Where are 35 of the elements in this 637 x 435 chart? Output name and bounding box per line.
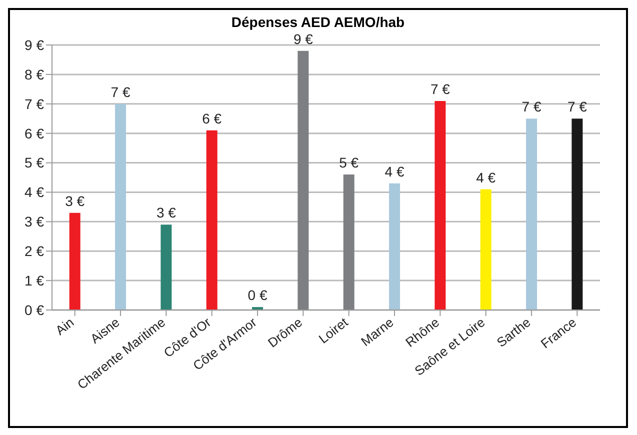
bar <box>160 224 172 310</box>
data-label: 7 € <box>522 98 542 115</box>
data-label: 7 € <box>110 84 130 100</box>
bar <box>343 174 354 310</box>
bar <box>434 100 446 310</box>
data-label: 3 € <box>65 192 85 209</box>
data-label: 0 € <box>248 287 268 304</box>
data-label: 3 € <box>156 204 176 221</box>
bar <box>206 130 218 310</box>
bar <box>389 183 400 310</box>
data-label: 6 € <box>202 110 222 126</box>
bar <box>298 50 309 310</box>
bar <box>572 118 583 310</box>
data-label: 5 € <box>339 154 359 171</box>
data-label: 4 € <box>384 163 404 180</box>
data-label: 9 € <box>293 30 314 47</box>
bar <box>69 212 80 310</box>
data-label: 7 € <box>430 80 450 97</box>
y-tick-label: 7 € <box>24 96 44 112</box>
y-tick-label: 1 € <box>24 272 44 289</box>
x-tick-label: Ain <box>52 314 77 338</box>
bar <box>480 189 492 310</box>
chart-title: Dépenses AED AEMO/hab <box>230 14 406 30</box>
y-tick-label: 5 € <box>24 154 44 171</box>
y-tick-label: 4 € <box>24 184 44 200</box>
data-label: 4 € <box>476 169 496 186</box>
y-tick-label: 8 € <box>24 66 44 82</box>
y-tick-label: 0 € <box>24 302 44 318</box>
bar <box>526 118 538 310</box>
y-tick-label: 9 € <box>24 36 44 53</box>
y-tick-label: 3 € <box>24 214 44 230</box>
bar <box>115 104 126 310</box>
data-label: 7 € <box>567 98 588 115</box>
y-tick-label: 6 € <box>24 125 44 142</box>
y-tick-label: 2 € <box>24 243 44 260</box>
